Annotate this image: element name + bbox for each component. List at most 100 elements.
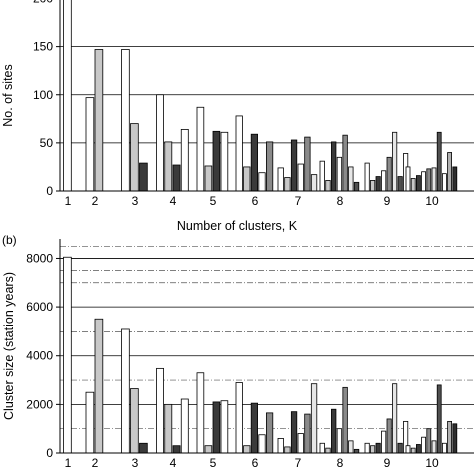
bar-k5-cluster4 [220, 400, 229, 453]
bar-k10-cluster2 [410, 447, 416, 453]
bar-k7-cluster6 [310, 174, 318, 191]
bar-k10-cluster1 [405, 445, 411, 453]
bar-k3-cluster2 [130, 388, 139, 453]
bar-k9-cluster2 [370, 445, 376, 453]
x-tick-label: 5 [210, 456, 217, 470]
bar-k4-cluster1 [156, 94, 164, 191]
bar-k7-cluster5 [304, 136, 311, 191]
bar-k10-cluster3 [415, 175, 421, 191]
bar-k8-cluster7 [353, 181, 360, 191]
bar-k9-cluster4 [381, 430, 387, 453]
bar-k7-cluster5 [304, 413, 311, 453]
bar-k5-cluster2 [204, 445, 213, 453]
bar-k9-cluster5 [386, 156, 392, 191]
bar-k7-cluster4 [297, 163, 304, 191]
bar-k1-cluster1 [63, 0, 72, 191]
bar-k9-cluster4 [381, 170, 387, 191]
x-tick-label: 6 [252, 456, 259, 470]
bar-k6-cluster1 [235, 382, 243, 453]
x-tick-label: 6 [252, 194, 259, 208]
bar-k6-cluster3 [250, 133, 258, 191]
plot-area-a [60, 0, 474, 191]
bar-k3-cluster3 [139, 442, 148, 453]
x-tick-label: 3 [132, 456, 139, 470]
x-axis-title: Number of clusters, K [177, 219, 298, 233]
panel-label: (b) [2, 233, 17, 247]
bar-k8-cluster6 [348, 166, 354, 191]
bar-k2-cluster2 [94, 318, 104, 453]
y-tick-label: 200 [33, 0, 53, 6]
bar-k2-cluster1 [85, 391, 95, 453]
y-tick-label: 2000 [26, 397, 53, 411]
x-tick-label: 8 [337, 194, 344, 208]
bar-k10-cluster2 [410, 178, 416, 191]
bar-k10-cluster5 [426, 168, 432, 191]
bar-k2-cluster2 [94, 49, 104, 191]
bar-k10-cluster6 [431, 440, 437, 453]
bar-k8-cluster4 [336, 156, 343, 191]
bar-k7-cluster4 [297, 433, 304, 453]
bar-k10-cluster10 [452, 166, 458, 191]
bar-k8-cluster1 [319, 442, 325, 453]
bar-k8-cluster5 [342, 134, 348, 191]
x-tick-label: 4 [170, 456, 177, 470]
y-axis-title: Cluster size (station years) [2, 272, 16, 420]
bar-k10-cluster8 [441, 173, 447, 191]
bar-k7-cluster2 [284, 177, 291, 191]
bar-k3-cluster1 [121, 328, 130, 453]
bar-k8-cluster3 [331, 141, 337, 191]
bar-k8-cluster2 [325, 447, 331, 453]
plot-area-b [60, 245, 474, 453]
bar-k4-cluster4 [180, 128, 189, 191]
bar-k6-cluster4 [258, 434, 266, 453]
bar-k9-cluster6 [392, 383, 398, 453]
y-axis-title: No. of sites [1, 64, 15, 127]
y-tick-label: 100 [33, 88, 53, 102]
bar-k10-cluster7 [436, 131, 442, 191]
bar-k9-cluster3 [375, 442, 381, 453]
y-tick-label: 6000 [26, 300, 53, 314]
bar-k9-cluster6 [392, 131, 398, 191]
bar-k9-cluster1 [364, 442, 370, 453]
bar-k6-cluster1 [235, 115, 243, 191]
x-tick-label: 7 [295, 194, 302, 208]
bar-k10-cluster1 [405, 166, 411, 191]
bar-k4-cluster1 [156, 367, 164, 453]
bar-k4-cluster2 [164, 141, 173, 191]
bar-k9-cluster3 [375, 176, 381, 191]
x-tick-label: 10 [425, 456, 439, 470]
bar-k4-cluster3 [172, 445, 181, 453]
y-tick-label: 0 [46, 184, 53, 198]
bar-k10-cluster9 [447, 420, 453, 453]
bar-k5-cluster1 [196, 106, 205, 191]
bar-k5-cluster1 [196, 372, 205, 453]
bar-k9-cluster7 [397, 176, 403, 191]
bar-k8-cluster7 [353, 448, 360, 453]
y-tick-label: 50 [40, 136, 54, 150]
bar-k7-cluster3 [290, 411, 298, 453]
x-tick-label: 3 [132, 194, 139, 208]
bar-k7-cluster1 [277, 438, 284, 453]
bar-k2-cluster1 [85, 97, 95, 191]
bar-k6-cluster2 [243, 445, 251, 453]
x-tick-label: 7 [295, 456, 302, 470]
bar-k1-cluster1 [63, 256, 72, 453]
x-tick-label: 1 [65, 456, 72, 470]
bar-k8-cluster3 [331, 408, 337, 453]
bar-k3-cluster1 [121, 49, 130, 191]
x-tick-label: 2 [92, 456, 99, 470]
bar-k10-cluster4 [421, 436, 427, 453]
bar-k10-cluster5 [426, 428, 432, 453]
bar-k6-cluster2 [243, 166, 251, 191]
bar-k4-cluster3 [172, 164, 181, 191]
bar-k10-cluster3 [415, 444, 421, 453]
bar-k10-cluster4 [421, 171, 427, 191]
x-tick-label: 1 [65, 194, 72, 208]
bar-k10-cluster10 [452, 423, 458, 453]
x-tick-label: 5 [210, 194, 217, 208]
x-tick-label: 9 [384, 456, 391, 470]
bar-k3-cluster3 [139, 162, 148, 191]
bar-k10-cluster6 [431, 167, 437, 191]
bar-k4-cluster2 [164, 403, 173, 453]
